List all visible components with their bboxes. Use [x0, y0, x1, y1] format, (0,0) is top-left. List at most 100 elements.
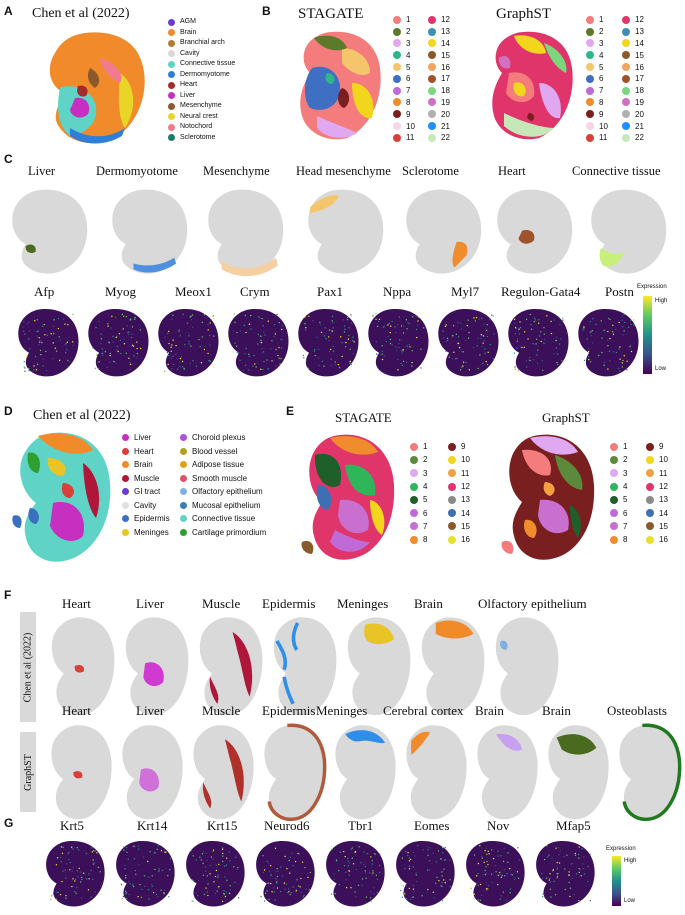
expression-dots — [302, 314, 355, 369]
tissue-label: Epidermis — [262, 596, 316, 611]
tissue-outline — [256, 840, 315, 907]
legend-item: Cavity — [168, 49, 235, 60]
panel-c-colorbar — [643, 296, 652, 374]
legend-item: 4 — [610, 480, 627, 493]
legend-item: 6 — [610, 506, 627, 519]
tissue-map — [199, 617, 263, 716]
legend-item: 2 — [586, 26, 608, 38]
legend-item: Brain — [122, 458, 170, 472]
legend-item: 14 — [646, 506, 668, 519]
gene-label: Krt14 — [137, 818, 168, 833]
panel-g-letter: G — [4, 816, 14, 830]
expression-dots — [399, 845, 452, 902]
expression-map — [578, 308, 639, 377]
highlighted-region — [139, 768, 159, 792]
tissue-map — [477, 725, 538, 820]
legend-item: 22 — [428, 132, 450, 144]
expression-dots — [541, 845, 592, 902]
panel-c-colorbar-title: Expression — [637, 284, 667, 290]
legend-item: Heart — [122, 445, 170, 459]
panel-g-colorbar-low: Low — [624, 898, 636, 904]
tissue-outline — [406, 189, 482, 274]
panel-g-colorbar-high: High — [624, 858, 637, 864]
legend-item: 8 — [410, 533, 427, 546]
panel-b-stagate-legend-col1: 1 2 3 4 5 6 7 8 9 10 11 — [393, 14, 415, 144]
legend-item: 14 — [428, 38, 450, 50]
legend-item: 3 — [610, 467, 627, 480]
tissue-outline — [88, 308, 149, 377]
tissue-outline — [12, 189, 88, 274]
legend-item: 16 — [428, 61, 450, 73]
legend-item: 3 — [393, 38, 415, 50]
tissue-label: Heart — [498, 164, 526, 178]
panel-e-stagate-embryo — [301, 434, 395, 560]
highlighted-region — [622, 723, 682, 822]
legend-item: 2 — [610, 453, 627, 466]
legend-item: 15 — [428, 49, 450, 61]
legend-item: 15 — [646, 520, 668, 533]
tissue-outline — [51, 725, 112, 820]
legend-item: Cartilage primordium — [180, 526, 266, 540]
legend-item: 8 — [610, 533, 627, 546]
panel-a-embryo — [49, 32, 145, 144]
panel-e-stagate-legend-col2: 9 10 11 12 13 14 15 16 — [448, 440, 470, 546]
legend-item: 7 — [586, 85, 608, 97]
expression-dots — [92, 313, 142, 371]
panel-b-title-stagate: STAGATE — [298, 6, 364, 22]
legend-item: 9 — [646, 440, 668, 453]
panel-c-colorbar-low: Low — [655, 366, 667, 372]
tissue-outline — [112, 189, 188, 274]
panel-d-legend-col1: Liver Heart Brain Muscle GI tract Cavity… — [122, 431, 170, 539]
expression-map — [368, 308, 429, 377]
tissue-label: Mesenchyme — [203, 164, 270, 178]
gene-label: Nov — [487, 818, 510, 833]
legend-item: 12 — [428, 14, 450, 26]
legend-item: Notochord — [168, 122, 235, 133]
legend-item: 8 — [586, 97, 608, 109]
legend-item: 11 — [448, 467, 470, 480]
legend-item: Heart — [168, 80, 235, 91]
tissue-outline — [396, 840, 455, 907]
panel-b-graphst-embryo — [492, 31, 573, 140]
legend-item: Adipose tissue — [180, 458, 266, 472]
tissue-outline — [228, 308, 289, 377]
legend-item: 10 — [646, 453, 668, 466]
tissue-map — [51, 725, 112, 820]
expression-map — [88, 308, 149, 377]
legend-item: 12 — [448, 480, 470, 493]
tissue-outline — [199, 617, 263, 716]
legend-item: 11 — [646, 467, 668, 480]
tissue-label: Epidermis — [262, 703, 316, 718]
tissue-outline — [497, 189, 573, 274]
tissue-map — [273, 617, 337, 716]
expression-map — [298, 308, 359, 377]
tissue-map — [264, 723, 327, 822]
highlighted-region — [411, 731, 431, 755]
tissue-outline — [193, 725, 254, 820]
panel-e-stagate-legend-col1: 1 2 3 4 5 6 7 8 — [410, 440, 427, 546]
gene-label: Tbr1 — [348, 818, 374, 833]
legend-item: Mesenchyme — [168, 101, 235, 112]
panel-f-row2-tab: GraphST — [20, 732, 36, 812]
tissue-outline — [536, 840, 595, 907]
tissue-map — [497, 189, 573, 274]
expression-dots — [330, 846, 381, 902]
expression-dots — [50, 846, 101, 901]
legend-item: Muscle — [122, 472, 170, 486]
gene-label: Pax1 — [317, 284, 343, 299]
legend-item: 22 — [622, 132, 644, 144]
legend-item: 7 — [410, 520, 427, 533]
panel-e-letter: E — [286, 404, 295, 418]
tissue-outline — [51, 617, 115, 716]
highlighted-region — [133, 257, 177, 273]
panel-e-graphst-embryo — [501, 434, 595, 560]
legend-item: Neural crest — [168, 112, 235, 123]
legend-item: 4 — [410, 480, 427, 493]
legend-item: 11 — [586, 132, 608, 144]
highlighted-region — [275, 622, 300, 705]
panel-f-letter: F — [4, 588, 12, 602]
legend-item: 20 — [428, 108, 450, 120]
tissue-map — [619, 723, 682, 822]
highlighted-region — [25, 244, 36, 253]
tissue-outline — [158, 308, 219, 377]
